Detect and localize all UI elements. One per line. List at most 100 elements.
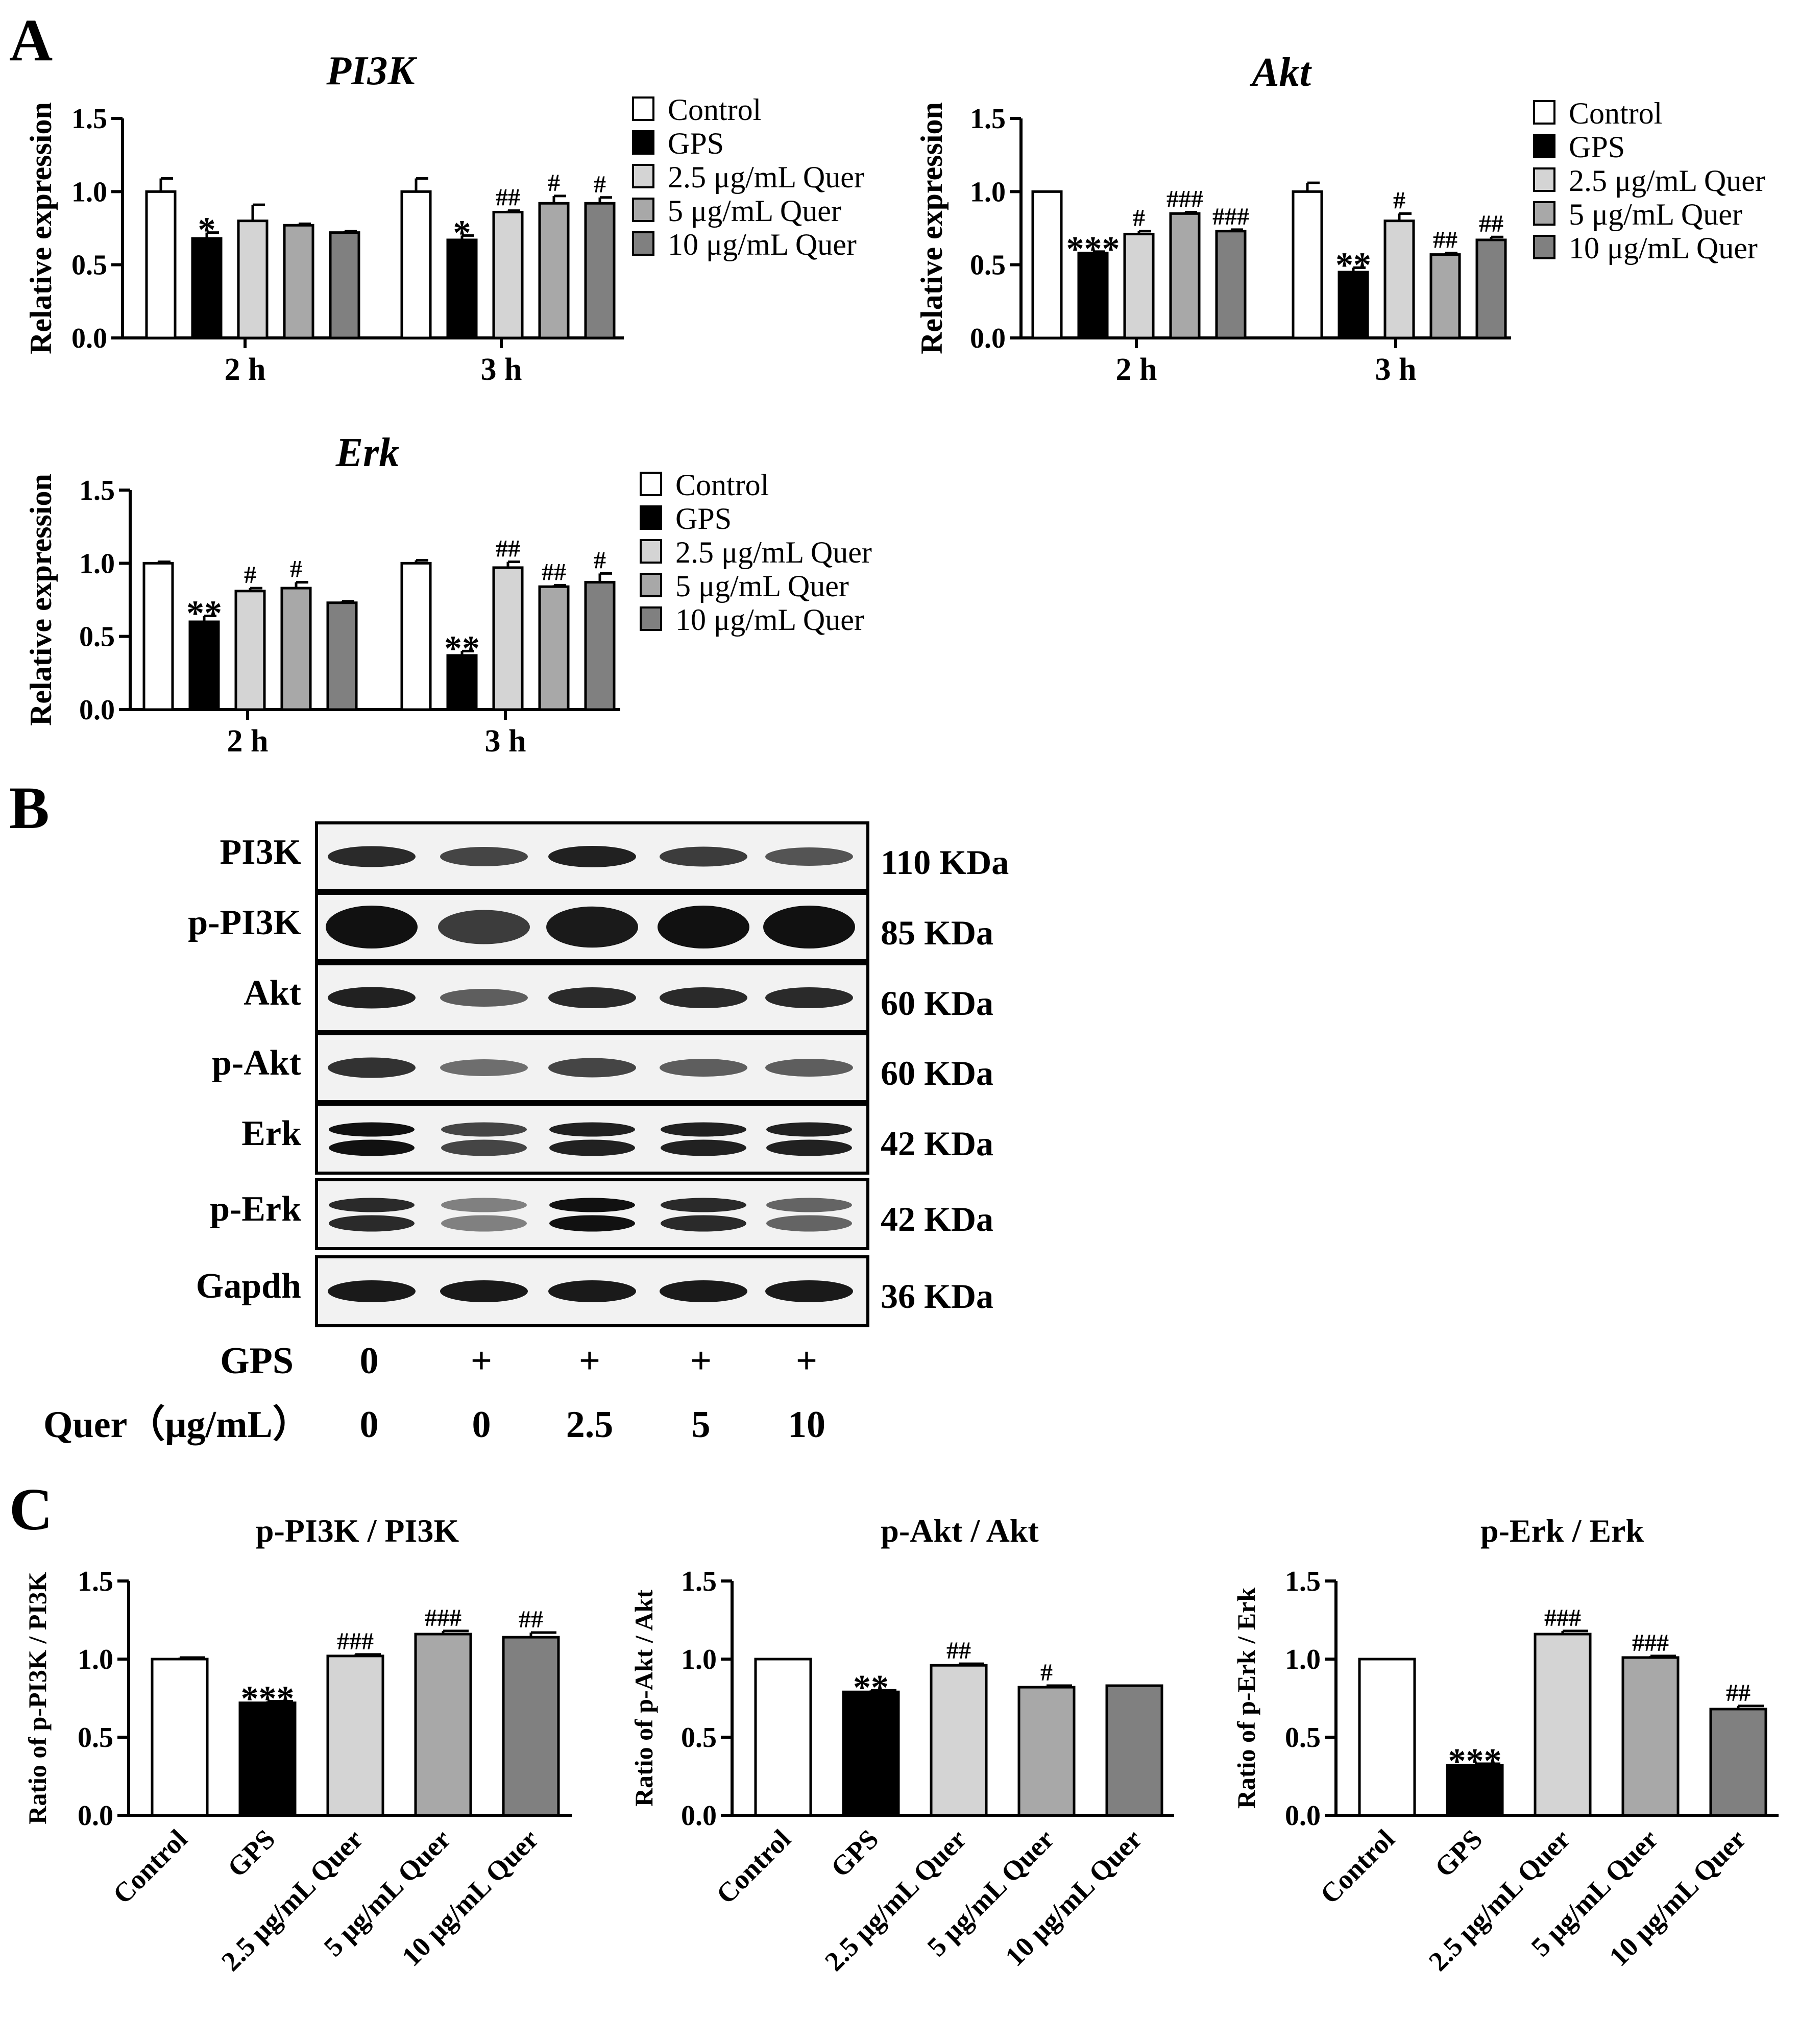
- protein-label: Akt: [244, 974, 301, 1013]
- x-category-label: GPS: [1429, 1823, 1489, 1883]
- legend-label: 2.5 μg/mL Quer: [675, 536, 872, 569]
- y-tick-label: 0.0: [78, 1800, 113, 1832]
- x-category-label: Control: [107, 1823, 193, 1910]
- significance-marker: *: [198, 211, 216, 250]
- chart-title: PI3K: [326, 48, 417, 93]
- protein-band: [329, 1198, 415, 1212]
- protein-band: [549, 1122, 635, 1137]
- legend-label: 5 μg/mL Quer: [668, 194, 841, 228]
- x-tick-label: 2 h: [1116, 352, 1157, 387]
- data-bar: [142, 562, 174, 711]
- data-bar: [1017, 1686, 1076, 1817]
- protein-band: [441, 1139, 527, 1156]
- protein-label: Gapdh: [196, 1267, 301, 1306]
- data-bar: [414, 1633, 472, 1817]
- protein-band: [438, 910, 530, 944]
- condition-value: 0: [360, 1340, 379, 1382]
- molecular-weight-label: 36 KDa: [881, 1277, 993, 1316]
- y-axis-label: Relative expression: [915, 102, 949, 354]
- legend-label: 5 μg/mL Quer: [675, 569, 849, 603]
- legend-swatch: [1533, 100, 1555, 125]
- chart-p-akt-ratio: 0.0 0.5 1.0 1.5 Ratio of p-Akt / Akt p-Akt / …: [629, 1513, 1174, 1977]
- protein-band: [440, 1059, 528, 1076]
- legend-swatch: [640, 505, 662, 530]
- significance-marker: ###: [337, 1628, 374, 1655]
- data-bar: [1215, 230, 1247, 339]
- data-bar: [1338, 271, 1369, 339]
- y-tick-label: 1.0: [681, 1644, 717, 1675]
- data-bar: [326, 601, 358, 711]
- panel-label-a: A: [9, 7, 53, 74]
- legend-label: 10 μg/mL Quer: [675, 603, 864, 637]
- protein-band: [549, 1198, 635, 1212]
- data-bar: [502, 1636, 560, 1817]
- data-bar: [1031, 190, 1063, 339]
- data-bar: [1429, 253, 1461, 339]
- significance-marker: **: [444, 629, 480, 668]
- protein-band: [766, 1198, 852, 1212]
- protein-band: [765, 847, 853, 866]
- significance-marker: **: [186, 594, 222, 634]
- legend-label: 10 μg/mL Quer: [1569, 231, 1758, 265]
- significance-marker: #: [548, 169, 560, 197]
- data-bar: [191, 237, 223, 339]
- x-tick-label: 2 h: [227, 724, 269, 759]
- condition-value: 0: [472, 1404, 491, 1446]
- data-bar: [1292, 190, 1323, 339]
- protein-band: [660, 846, 747, 867]
- y-tick-label: 1.5: [79, 475, 115, 506]
- y-axis-label: Ratio of p-Akt / Akt: [629, 1590, 658, 1807]
- y-tick-label: 0.0: [681, 1800, 717, 1832]
- x-tick-label: 2 h: [225, 352, 266, 387]
- condition-value: 10: [788, 1404, 825, 1446]
- protein-band: [661, 1198, 746, 1212]
- y-tick-label: 0.5: [71, 250, 107, 281]
- protein-band: [328, 1280, 416, 1302]
- protein-label: p-PI3K: [188, 903, 301, 942]
- protein-band: [548, 1058, 636, 1078]
- significance-marker: #: [1040, 1659, 1053, 1686]
- condition-value: +: [579, 1340, 600, 1382]
- legend-swatch: [632, 198, 654, 222]
- protein-band: [329, 1215, 415, 1232]
- protein-band: [328, 987, 416, 1009]
- legend-label: 10 μg/mL Quer: [668, 228, 857, 261]
- data-bar: [1358, 1658, 1416, 1817]
- y-tick-label: 1.5: [78, 1566, 113, 1597]
- protein-band: [548, 846, 636, 867]
- data-bar: [238, 1701, 297, 1817]
- legend-label: Control: [668, 93, 761, 127]
- protein-band: [546, 906, 638, 948]
- protein-band: [329, 1139, 415, 1156]
- chart-p-pi3k-ratio: 0.0 0.5 1.0 1.5 Ratio of p-PI3K / PI3K p-PI3K…: [23, 1513, 572, 1977]
- data-bar: [329, 231, 360, 339]
- data-bar: [151, 1658, 209, 1817]
- y-tick-label: 0.0: [1285, 1800, 1321, 1832]
- significance-marker: ##: [519, 1606, 543, 1633]
- data-bar: [1123, 232, 1155, 339]
- significance-marker: ***: [1066, 230, 1120, 269]
- y-tick-label: 0.5: [79, 621, 115, 653]
- data-bar: [538, 585, 570, 711]
- significance-marker: ##: [496, 184, 520, 211]
- significance-marker: ***: [1448, 1742, 1502, 1781]
- chart-title: p-Erk / Erk: [1480, 1513, 1644, 1549]
- y-tick-label: 1.0: [970, 176, 1006, 208]
- y-axis-label: Relative expression: [24, 102, 58, 354]
- panel-label-c: C: [9, 1476, 53, 1543]
- data-bar: [1621, 1656, 1680, 1817]
- protein-band: [549, 1139, 635, 1156]
- data-bar: [234, 590, 266, 711]
- protein-band: [441, 1198, 527, 1212]
- legend-label: Control: [1569, 96, 1662, 130]
- protein-band: [765, 987, 853, 1008]
- data-bar: [280, 587, 312, 711]
- condition-value: 2.5: [566, 1404, 614, 1446]
- condition-value: +: [690, 1340, 712, 1382]
- data-bar: [400, 190, 432, 339]
- molecular-weight-label: 60 KDa: [881, 984, 993, 1023]
- protein-band: [660, 987, 747, 1008]
- significance-marker: #: [244, 562, 256, 589]
- data-bar: [1534, 1633, 1592, 1817]
